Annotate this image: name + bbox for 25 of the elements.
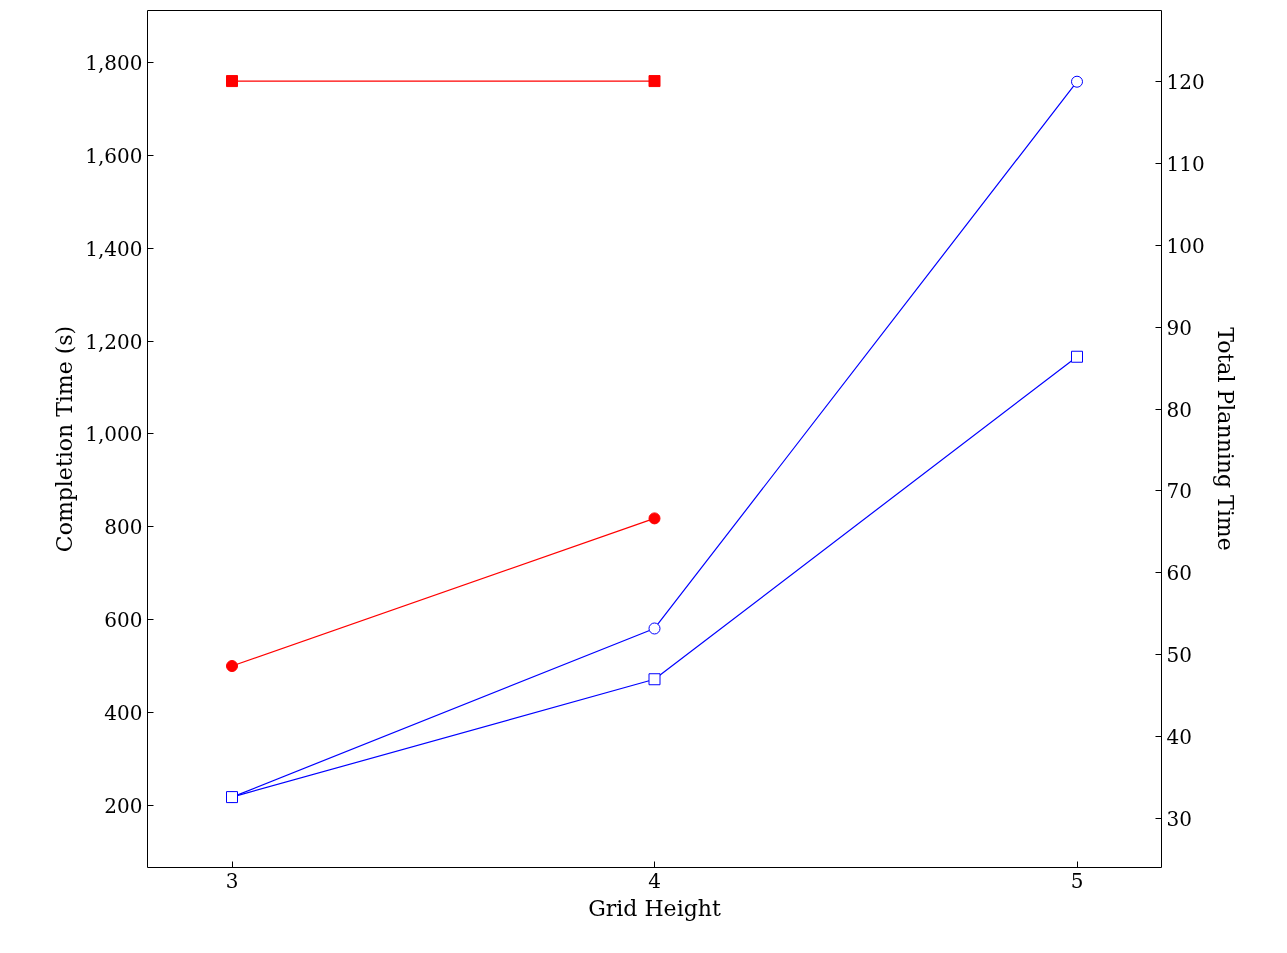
y2-tick-label: 70 bbox=[1166, 479, 1192, 504]
y2-tick-label: 30 bbox=[1166, 806, 1192, 831]
y2-axis-title: Total Planning Time bbox=[1212, 327, 1238, 551]
y-tick-label: 400 bbox=[104, 700, 143, 725]
y-axis-title: Completion Time (s) bbox=[52, 325, 78, 553]
y-tick-label: 200 bbox=[104, 793, 143, 818]
y2-tick-label: 110 bbox=[1166, 152, 1205, 177]
x-tick-label: 4 bbox=[648, 868, 661, 893]
x-tick-label: 5 bbox=[1070, 868, 1084, 893]
y2-tick-label: 90 bbox=[1166, 315, 1192, 340]
y-tick-label: 600 bbox=[104, 608, 143, 633]
x-axis-title: Grid Height bbox=[588, 895, 721, 921]
y-tick-label: 800 bbox=[104, 515, 143, 540]
y-tick-label: 1,600 bbox=[85, 143, 143, 168]
x-tick-label: 3 bbox=[225, 868, 239, 893]
y2-tick-label: 120 bbox=[1166, 70, 1205, 95]
y-tick-label: 1,200 bbox=[85, 329, 143, 354]
y-tick-label: 1,800 bbox=[85, 51, 143, 75]
y2-tick-label: 60 bbox=[1166, 561, 1192, 586]
y2-tick-label: 100 bbox=[1166, 233, 1205, 258]
y-tick-label: 1,000 bbox=[85, 422, 143, 447]
y2-tick-label: 50 bbox=[1166, 643, 1192, 668]
y2-tick-label: 40 bbox=[1166, 725, 1192, 750]
y-tick-label: 1,400 bbox=[85, 236, 143, 261]
y2-tick-label: 80 bbox=[1166, 397, 1192, 422]
